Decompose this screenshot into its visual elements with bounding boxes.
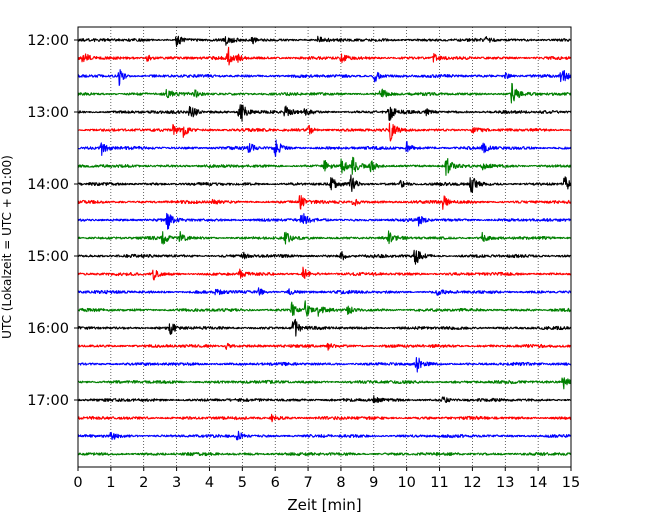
x-tick-label: 7 bbox=[303, 475, 312, 491]
y-axis-label: UTC (Lokalzeit = UTC + 01:00) bbox=[0, 155, 14, 339]
trace-rows bbox=[77, 35, 572, 457]
trace-row-1330 bbox=[77, 139, 572, 157]
x-tick-label: 5 bbox=[238, 475, 247, 491]
x-tick-label: 1 bbox=[106, 475, 115, 491]
x-tick-label: 15 bbox=[562, 475, 580, 491]
x-tick-label: 9 bbox=[369, 475, 378, 491]
y-tick-label: 13:00 bbox=[27, 105, 69, 121]
x-tick-label: 6 bbox=[271, 475, 280, 491]
x-tick-label: 0 bbox=[73, 475, 82, 491]
x-tick-label: 8 bbox=[336, 475, 345, 491]
y-tick-label: 15:00 bbox=[27, 249, 69, 265]
trace-row-1215 bbox=[77, 46, 572, 66]
x-tick-label: 2 bbox=[139, 475, 148, 491]
trace-row-1245 bbox=[77, 82, 572, 104]
trace-row-1345 bbox=[77, 156, 572, 176]
x-axis-ticks: 0 1 2 3 4 5 6 7 8 9 10 11 12 13 14 15 bbox=[73, 467, 580, 491]
trace-row-1400 bbox=[77, 174, 572, 194]
trace-row-1745 bbox=[77, 451, 572, 457]
trace-row-1730 bbox=[77, 430, 572, 441]
trace-row-1430 bbox=[77, 212, 572, 230]
trace-row-1600 bbox=[77, 318, 572, 337]
trace-row-1645 bbox=[77, 377, 572, 390]
trace-row-1415 bbox=[77, 195, 572, 210]
x-tick-label: 13 bbox=[496, 475, 514, 491]
trace-row-1545 bbox=[77, 300, 572, 317]
trace-row-1515 bbox=[77, 266, 572, 281]
trace-row-1315 bbox=[77, 122, 572, 142]
plot-frame bbox=[77, 26, 572, 468]
y-tick-label: 14:00 bbox=[27, 177, 69, 193]
x-tick-label: 4 bbox=[205, 475, 214, 491]
x-tick-label: 11 bbox=[430, 475, 448, 491]
trace-row-1615 bbox=[77, 342, 572, 351]
trace-row-1715 bbox=[77, 413, 572, 423]
trace-row-1445 bbox=[77, 230, 572, 245]
trace-row-1500 bbox=[77, 249, 572, 265]
y-tick-label: 17:00 bbox=[27, 393, 69, 409]
trace-row-1200 bbox=[77, 35, 572, 47]
trace-row-1630 bbox=[77, 357, 572, 373]
x-tick-label: 12 bbox=[463, 475, 481, 491]
vertical-gridlines bbox=[110, 27, 539, 467]
trace-row-1300 bbox=[77, 104, 572, 122]
y-axis-ticks: 12:00 13:00 14:00 15:00 16:00 17:00 bbox=[27, 33, 78, 409]
y-tick-label: 12:00 bbox=[27, 33, 69, 49]
trace-row-1700 bbox=[77, 395, 572, 404]
x-tick-label: 14 bbox=[529, 475, 547, 491]
trace-row-1530 bbox=[77, 287, 572, 296]
x-axis-label: Zeit [min] bbox=[287, 496, 361, 514]
x-tick-label: 3 bbox=[172, 475, 181, 491]
y-tick-label: 16:00 bbox=[27, 321, 69, 337]
x-tick-label: 10 bbox=[397, 475, 415, 491]
trace-row-1230 bbox=[77, 69, 572, 87]
